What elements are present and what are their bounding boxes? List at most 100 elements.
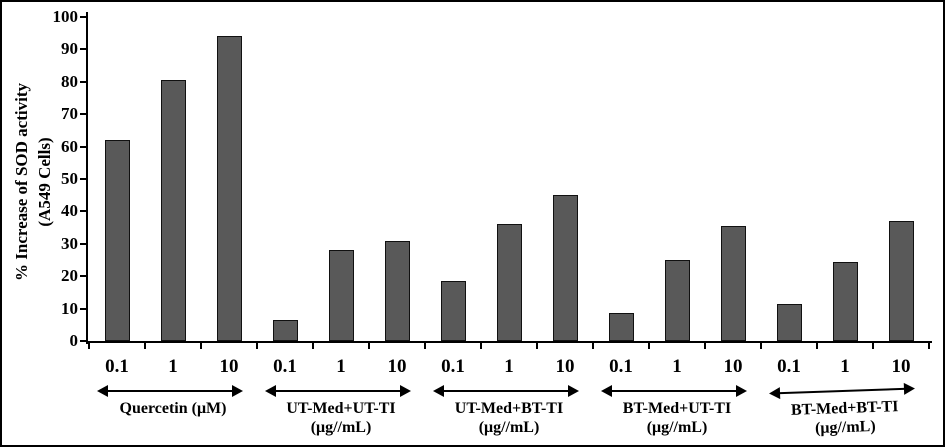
x-axis-tick [200, 343, 202, 349]
y-tick-label: 0 [69, 331, 79, 350]
group-range-arrow [433, 385, 579, 397]
y-tick-label: 40 [61, 201, 78, 221]
x-axis-tick [872, 343, 874, 349]
y-axis-tick [80, 16, 87, 18]
bar [385, 241, 410, 341]
bar [105, 140, 130, 341]
x-axis-tick [424, 343, 426, 349]
x-tick-label: 0.1 [105, 356, 129, 377]
group-label: BT-Med+BT-TI (μg//mL) [760, 396, 929, 440]
x-axis-tick [592, 343, 594, 349]
x-tick-label: 1 [672, 356, 682, 377]
x-tick-label: 0.1 [441, 356, 465, 377]
x-axis-tick [312, 343, 314, 349]
x-tick-label: 10 [387, 356, 407, 377]
y-tick-label: 80 [61, 71, 78, 91]
y-axis-tick [80, 80, 87, 83]
group-label-line: (μg//mL) [310, 419, 372, 436]
y-axis-tick [80, 145, 87, 148]
x-tick-label: 0.1 [609, 356, 633, 377]
arrow-shaft [777, 387, 907, 395]
group-label-line: BT-Med+UT-TI [622, 400, 732, 417]
y-axis-tick [80, 210, 87, 213]
arrow-head-icon [232, 385, 243, 397]
x-axis-tick [536, 343, 538, 349]
y-axis-tick [80, 178, 87, 180]
arrow-head-icon [601, 385, 612, 397]
y-tick-label: 100 [52, 7, 79, 26]
group-range-arrow [601, 385, 747, 397]
y-tick-label: 20 [61, 266, 78, 286]
group-label: UT-Med+BT-TI (μg//mL) [425, 399, 593, 437]
x-axis-tick [144, 343, 146, 349]
arrow-head-icon [433, 385, 444, 397]
bar [833, 262, 858, 341]
x-axis-tick [256, 343, 258, 349]
x-axis [86, 341, 932, 343]
y-axis-tick [80, 48, 87, 51]
arrow-head-icon [736, 385, 747, 397]
group-label: BT-Med+UT-TI (μg//mL) [593, 399, 761, 437]
y-axis-tick [80, 307, 87, 310]
group-range-arrow [265, 385, 411, 397]
bar [609, 313, 634, 341]
group-label: UT-Med+UT-TI (μg//mL) [257, 399, 425, 437]
arrow-shaft [609, 390, 739, 392]
x-tick-label: 10 [219, 356, 239, 377]
x-tick-label: 1 [336, 356, 346, 377]
bar [665, 260, 690, 341]
x-axis-tick [928, 343, 930, 349]
x-tick-label: 1 [504, 356, 514, 377]
bar [721, 226, 746, 341]
arrow-shaft [273, 390, 403, 392]
y-axis-tick [80, 340, 87, 342]
y-tick-label: 60 [61, 136, 78, 156]
x-axis-tick [480, 343, 482, 349]
y-axis-tick [80, 113, 87, 116]
x-axis-tick [816, 343, 818, 349]
x-axis-tick [704, 343, 706, 349]
x-axis-tick [648, 343, 650, 349]
bar [217, 36, 242, 341]
x-axis-tick [760, 343, 762, 349]
group-label-line: UT-Med+UT-TI [286, 400, 396, 417]
bar [553, 195, 578, 341]
group-label-line: UT-Med+BT-TI [454, 400, 564, 417]
group-label: Quercetin (μM) [89, 399, 257, 418]
y-tick-label: 90 [61, 39, 78, 59]
x-tick-label: 10 [555, 356, 575, 377]
arrow-head-icon [568, 385, 579, 397]
y-axis-tick [80, 242, 87, 245]
x-tick-label: 10 [891, 356, 911, 377]
group-label-line: Quercetin (μM) [119, 400, 227, 417]
bar [161, 80, 186, 341]
arrow-head-icon [903, 382, 916, 395]
arrow-head-icon [400, 385, 411, 397]
x-axis-tick [368, 343, 370, 349]
bar [441, 281, 466, 341]
arrow-head-icon [768, 387, 781, 400]
x-tick-label: 0.1 [273, 356, 297, 377]
arrow-shaft [441, 390, 571, 392]
bar [273, 320, 298, 341]
bar [889, 221, 914, 341]
y-tick-label: 10 [61, 298, 78, 318]
y-axis-tick [80, 275, 87, 278]
group-label-line: (μg//mL) [646, 419, 708, 436]
arrow-head-icon [265, 385, 276, 397]
group-range-arrow [97, 385, 243, 397]
group-label-line: (μg//mL) [478, 419, 540, 436]
y-tick-label: 30 [61, 233, 78, 253]
arrow-shaft [105, 390, 235, 392]
bar [777, 304, 802, 341]
arrow-head-icon [97, 385, 108, 397]
x-tick-label: 0.1 [777, 356, 801, 377]
x-tick-label: 1 [840, 356, 850, 377]
x-tick-label: 1 [168, 356, 178, 377]
y-tick-label: 50 [61, 169, 78, 188]
y-tick-label: 70 [61, 104, 78, 124]
bar [329, 250, 354, 341]
bar [497, 224, 522, 341]
x-axis-tick [88, 343, 90, 349]
